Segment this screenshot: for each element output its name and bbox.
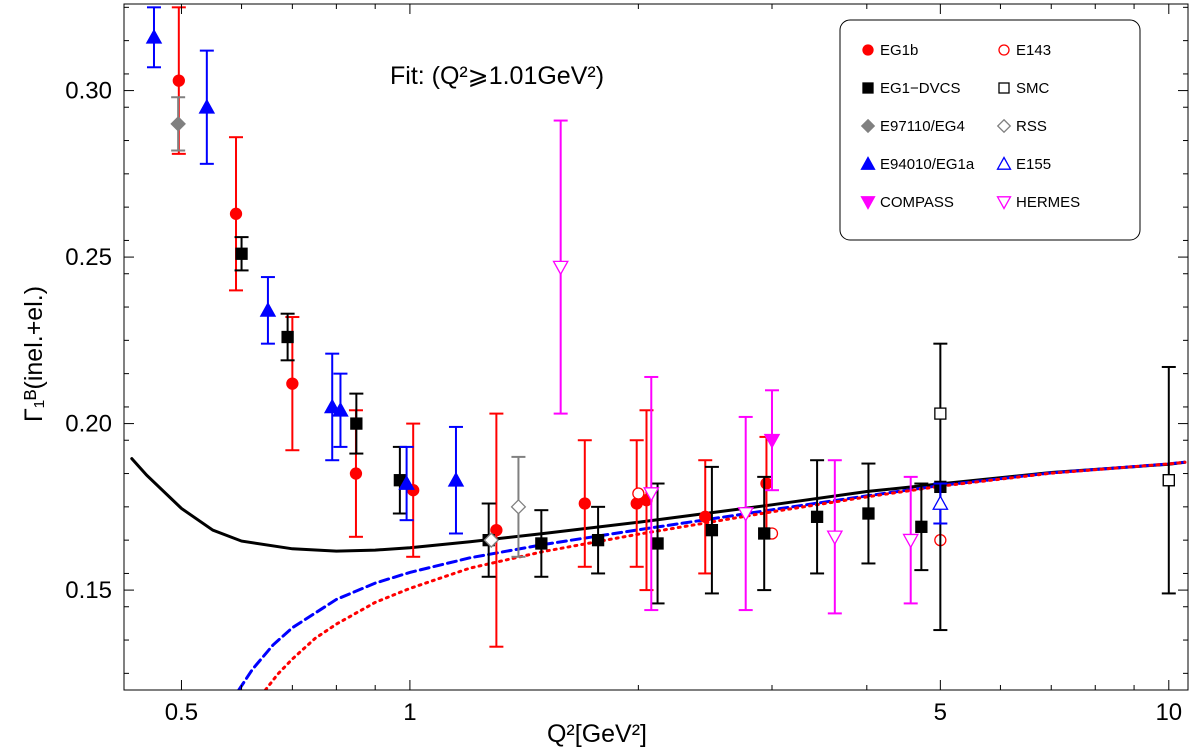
- data-points: [145, 6, 1176, 648]
- series-RSS: [483, 455, 527, 558]
- legend-marker: [860, 118, 876, 134]
- data-point: [198, 98, 216, 114]
- series-COMPASS: [763, 389, 781, 492]
- data-point: [170, 116, 186, 132]
- data-point: [591, 533, 605, 547]
- data-point: [902, 533, 919, 549]
- annotation: Fit: (Q²⩾1.01GeV²): [390, 62, 604, 90]
- series-HERMES: [552, 119, 919, 615]
- legend-label: E94010/EG1a: [880, 156, 975, 173]
- legend-label: EG1−DVCS: [880, 80, 960, 97]
- data-point: [826, 530, 844, 546]
- data-point: [552, 260, 569, 276]
- data-point: [705, 524, 719, 537]
- data-point: [1162, 474, 1175, 487]
- legend-label: COMPASS: [880, 194, 954, 211]
- data-point: [810, 510, 824, 523]
- data-point: [630, 497, 643, 510]
- legend-marker: [862, 44, 874, 56]
- legend-label: E143: [1016, 42, 1051, 59]
- series-SMC: [934, 407, 1175, 487]
- data-point: [229, 207, 243, 220]
- data-point: [281, 330, 294, 344]
- data-point: [632, 487, 645, 500]
- fit-curve-dotted: [263, 460, 1187, 690]
- plot-frame: [123, 3, 1189, 691]
- series-E155: [932, 482, 949, 525]
- data-point: [145, 28, 163, 44]
- fit-curves: [130, 457, 1187, 690]
- legend-marker: [860, 156, 876, 170]
- series-E97110/EG4: [170, 96, 186, 152]
- data-point: [760, 477, 773, 490]
- data-point: [398, 475, 415, 490]
- data-point: [578, 497, 591, 510]
- data-point: [510, 499, 527, 515]
- data-point: [235, 247, 248, 260]
- legend-box: [839, 19, 1141, 241]
- legend-label: RSS: [1016, 118, 1047, 135]
- data-point: [763, 433, 781, 449]
- series-EG1b: [171, 6, 774, 648]
- data-point: [349, 467, 363, 480]
- legend-label: HERMES: [1016, 194, 1080, 211]
- legend-marker: [860, 196, 876, 210]
- legend-marker: [996, 196, 1012, 210]
- x-tick-label: 10: [1155, 699, 1182, 726]
- legend: EG1b E143 EG1−DVCS SMC E97110/EG4 RSS E94010/E…: [839, 19, 1141, 241]
- y-tick-label: 0.30: [65, 78, 112, 105]
- data-point: [350, 417, 363, 430]
- data-point: [932, 495, 949, 510]
- x-tick-label: 5: [934, 699, 947, 726]
- y-axis-title: Γ₁ᴮ(inel.+el.): [20, 286, 48, 422]
- data-point: [172, 74, 185, 87]
- legend-marker: [998, 44, 1010, 56]
- data-point: [915, 520, 928, 533]
- data-point: [862, 507, 875, 520]
- data-point: [699, 510, 712, 523]
- data-point: [483, 532, 500, 548]
- y-tick-label: 0.15: [65, 577, 112, 604]
- legend-marker: [996, 118, 1012, 134]
- data-point: [323, 398, 341, 414]
- data-point: [737, 507, 754, 522]
- data-point: [490, 524, 503, 537]
- data-point: [286, 377, 299, 390]
- data-point: [259, 301, 277, 317]
- data-point: [447, 471, 465, 487]
- x-tick-label: 0.5: [165, 699, 198, 726]
- legend-marker: [862, 82, 874, 94]
- legend-marker: [996, 156, 1012, 170]
- legend-label: E97110/EG4: [880, 118, 965, 135]
- series-E94010/EG1a: [145, 6, 465, 535]
- y-tick-label: 0.20: [65, 411, 112, 438]
- x-tick-label: 1: [403, 699, 416, 726]
- data-point: [643, 487, 660, 503]
- x-axis-title: Q²[GeV²]: [547, 720, 647, 748]
- data-point: [758, 527, 771, 540]
- data-point: [535, 537, 548, 550]
- axes: 0.5 1 5 10 0.15 0.20 0.25 0.30: [65, 3, 1189, 726]
- legend-label: SMC: [1016, 80, 1050, 97]
- data-point: [332, 401, 349, 417]
- data-point: [651, 537, 664, 550]
- data-point: [934, 407, 947, 420]
- legend-label: EG1b: [880, 42, 918, 59]
- y-tick-label: 0.25: [65, 244, 112, 271]
- legend-label: E155: [1016, 156, 1051, 173]
- legend-marker: [998, 82, 1010, 94]
